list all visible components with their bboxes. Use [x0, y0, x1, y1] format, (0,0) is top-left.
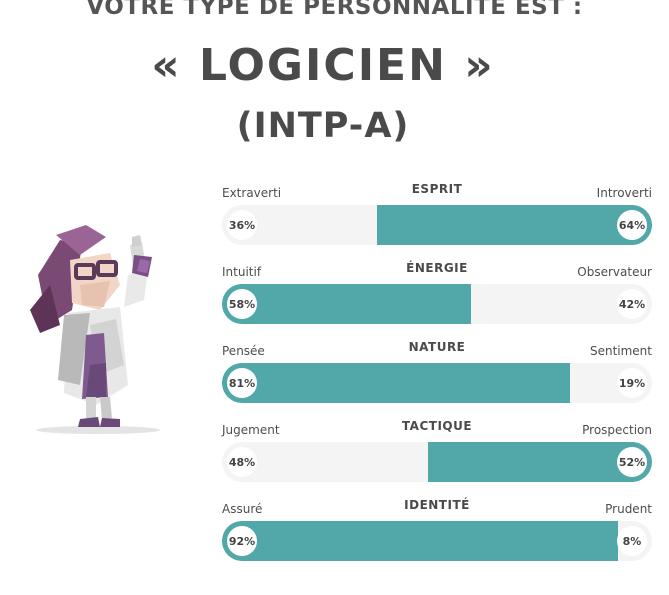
trait-scale: Pensée NATURE Sentiment 81% 19%	[222, 338, 652, 417]
trait-left-label: Assuré	[222, 502, 263, 516]
trait-bar-fill	[376, 205, 652, 245]
trait-ring	[222, 284, 262, 324]
trait-bar: 58% 42%	[222, 284, 652, 324]
trait-scale: Intuitif ÉNERGIE Observateur 58% 42%	[222, 259, 652, 338]
trait-left-percent: 36%	[227, 210, 257, 240]
trait-ring	[222, 363, 262, 403]
trait-title: TACTIQUE	[401, 419, 473, 433]
trait-right-percent: 64%	[617, 210, 647, 240]
trait-left-percent: 81%	[227, 368, 257, 398]
trait-right-label: Prudent	[605, 502, 652, 516]
trait-bar-fill	[222, 521, 618, 561]
trait-title: ESPRIT	[411, 182, 463, 196]
trait-right-label: Sentiment	[589, 344, 652, 358]
trait-ring	[612, 442, 652, 482]
trait-left-label: Intuitif	[222, 265, 262, 279]
trait-title: ÉNERGIE	[406, 261, 468, 275]
trait-bar-fill	[222, 284, 472, 324]
trait-left-label: Jugement	[222, 423, 280, 437]
trait-right-percent: 8%	[617, 526, 647, 556]
trait-scale: Jugement TACTIQUE Prospection 48% 52%	[222, 417, 652, 496]
trait-bar: 36% 64%	[222, 205, 652, 245]
trait-scale: Extraverti ESPRIT Introverti 36% 64%	[222, 180, 652, 259]
trait-left-percent: 58%	[227, 289, 257, 319]
trait-left-percent: 92%	[227, 526, 257, 556]
trait-bar: 92% 8%	[222, 521, 652, 561]
trait-left-percent: 48%	[227, 447, 257, 477]
trait-right-label: Prospection	[582, 423, 652, 437]
trait-bar-fill	[222, 363, 571, 403]
scientist-character-icon	[20, 215, 180, 440]
trait-bar: 81% 19%	[222, 363, 652, 403]
trait-right-percent: 52%	[617, 447, 647, 477]
trait-right-label: Observateur	[577, 265, 652, 279]
trait-right-percent: 42%	[617, 289, 647, 319]
trait-left-label: Pensée	[222, 344, 265, 358]
trait-left-label: Extraverti	[222, 186, 282, 200]
trait-ring	[222, 521, 262, 561]
personality-type-name: « LOGICIEN »	[151, 40, 495, 91]
trait-title: NATURE	[408, 340, 466, 354]
trait-title: IDENTITÉ	[404, 498, 470, 512]
personality-result-headline: VOTRE TYPE DE PERSONNALITÉ EST :	[86, 0, 583, 20]
trait-ring	[612, 205, 652, 245]
trait-right-percent: 19%	[617, 368, 647, 398]
personality-type-code: (INTP-A)	[236, 106, 410, 146]
trait-bar: 48% 52%	[222, 442, 652, 482]
trait-right-label: Introverti	[596, 186, 652, 200]
trait-scale: Assuré IDENTITÉ Prudent 92% 8%	[222, 496, 652, 575]
personality-scales: Extraverti ESPRIT Introverti 36% 64% Int…	[222, 180, 652, 575]
